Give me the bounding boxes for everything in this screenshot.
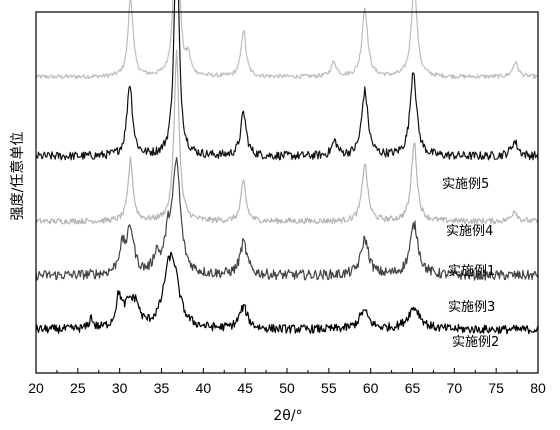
x-tick-label: 55	[321, 380, 337, 396]
series-line	[35, 157, 539, 281]
series-line	[35, 0, 539, 80]
x-tick-label: 80	[530, 380, 546, 396]
x-tick-label: 65	[405, 380, 421, 396]
y-axis-title: 强度/任意单位	[9, 132, 26, 221]
x-tick-label: 70	[447, 380, 463, 396]
x-tick-label: 35	[154, 380, 170, 396]
x-tick-label: 50	[279, 380, 295, 396]
x-tick-label: 30	[112, 380, 128, 396]
series-line	[35, 251, 539, 335]
x-tick-label: 40	[196, 380, 212, 396]
traces-group	[35, 0, 539, 335]
axes-group: 20 25 30 35 40 45 50 55 60 65 70 75 80	[28, 11, 546, 396]
x-tick-label: 75	[488, 380, 504, 396]
series-label: 实施例1	[448, 264, 495, 279]
x-axis-title: 2θ/°	[273, 408, 302, 424]
series-label: 实施例3	[448, 300, 495, 315]
series-label: 实施例2	[452, 335, 499, 350]
series-line	[35, 0, 539, 161]
x-tick-label: 45	[237, 380, 253, 396]
x-tick-label: 20	[28, 380, 44, 396]
series-labels-group: 实施例5 实施例4 实施例1 实施例3 实施例2	[442, 177, 499, 350]
series-label: 实施例4	[446, 224, 493, 239]
x-tick-label: 25	[70, 380, 86, 396]
series-line	[35, 49, 539, 225]
series-label: 实施例5	[442, 177, 489, 192]
x-tick-label: 60	[363, 380, 379, 396]
